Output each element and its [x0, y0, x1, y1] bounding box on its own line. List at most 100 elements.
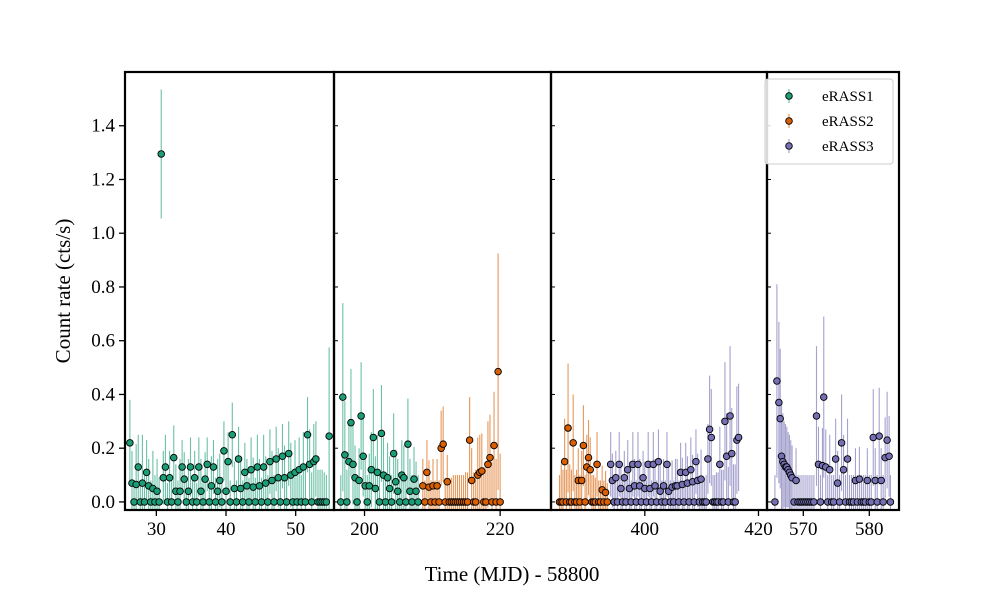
data-point [325, 432, 333, 440]
data-point [339, 393, 347, 401]
data-point [174, 498, 182, 506]
data-point [465, 436, 474, 444]
panel-3: 400 420 [551, 125, 773, 540]
data-point [490, 441, 498, 450]
data-point [220, 447, 228, 455]
data-point [282, 498, 291, 506]
data-point [486, 453, 494, 462]
data-point [687, 465, 695, 474]
data-point [213, 487, 222, 495]
data-point [266, 457, 274, 466]
data-point [663, 460, 671, 469]
data-point [478, 467, 486, 475]
legend-item-erass3: eRASS3 [785, 139, 874, 155]
data-point [435, 498, 443, 506]
y-tick-label: 1.2 [91, 169, 115, 190]
data-point [433, 482, 441, 490]
data-point [375, 498, 384, 506]
data-point [249, 483, 257, 491]
data-point [593, 460, 601, 469]
data-point [484, 460, 492, 469]
y-tick-label: 1.4 [91, 116, 115, 137]
data-point [734, 433, 743, 442]
data-point [211, 498, 220, 506]
data-point [412, 487, 420, 495]
data-point [165, 474, 174, 482]
panel-frames [123, 70, 901, 512]
data-point [385, 484, 394, 493]
data-point [623, 465, 632, 474]
y-tick-label: 0.0 [91, 492, 115, 513]
data-point [218, 498, 226, 506]
data-point [349, 460, 357, 469]
data-point [620, 474, 629, 482]
x-tick-label: 30 [147, 519, 166, 540]
data-point [276, 498, 285, 506]
legend-label: eRASS2 [822, 114, 874, 130]
data-point [389, 449, 398, 458]
data-point [603, 498, 612, 506]
data-point [705, 425, 714, 434]
x-tick-label: 570 [789, 519, 818, 540]
data-point [816, 498, 825, 506]
data-point [134, 463, 142, 471]
data-point [193, 498, 201, 506]
data-point [222, 487, 230, 495]
data-point [241, 468, 249, 477]
data-point [199, 498, 207, 506]
y-tick-label: 0.4 [91, 384, 115, 405]
data-point [228, 431, 237, 439]
data-point [161, 463, 170, 471]
data-point [463, 498, 472, 506]
data-point [182, 498, 191, 506]
legend-marker [785, 117, 793, 125]
data-point [404, 440, 412, 448]
data-point [471, 498, 480, 506]
data-point [130, 498, 138, 506]
data-point [343, 498, 351, 506]
data-point [270, 498, 278, 506]
data-point [142, 468, 151, 477]
data-point [564, 424, 572, 432]
x-axis-title: Time (MJD) - 58800 [425, 562, 600, 586]
data-point [170, 453, 178, 462]
data-point [197, 487, 205, 495]
data-point [132, 480, 140, 489]
data-point [357, 412, 365, 420]
data-point [707, 433, 716, 442]
data-point [322, 498, 331, 506]
panel-frame [123, 70, 336, 512]
data-point [224, 457, 232, 466]
data-point [439, 440, 447, 448]
data-point [810, 498, 818, 506]
data-point [245, 498, 253, 506]
data-point [560, 457, 569, 466]
data-point [396, 498, 404, 506]
data-point [837, 439, 846, 447]
data-point [400, 474, 408, 482]
data-point [377, 429, 386, 438]
data-point [656, 487, 664, 495]
data-point [651, 482, 659, 490]
data-point [176, 487, 184, 495]
panel-2: 200 220 [334, 125, 514, 540]
data-point [284, 449, 293, 458]
y-tick-label: 0.8 [91, 277, 115, 298]
legend-item-erass2: eRASS2 [785, 114, 874, 130]
data-point [833, 479, 842, 487]
data-point [355, 476, 363, 485]
data-point [855, 475, 864, 483]
y-axis-title: Count rate (cts/s) [51, 219, 75, 364]
x-tick-label: 400 [631, 519, 660, 540]
data-point [839, 465, 848, 474]
legend-item-erass1: eRASS1 [785, 89, 874, 105]
data-point [697, 475, 705, 483]
data-point [731, 498, 739, 506]
data-point [299, 463, 308, 471]
data-point [423, 468, 431, 477]
data-point [659, 482, 668, 490]
data-point [247, 465, 255, 474]
data-point [792, 476, 800, 485]
legend-label: eRASS3 [822, 139, 874, 155]
data-point [820, 393, 828, 401]
